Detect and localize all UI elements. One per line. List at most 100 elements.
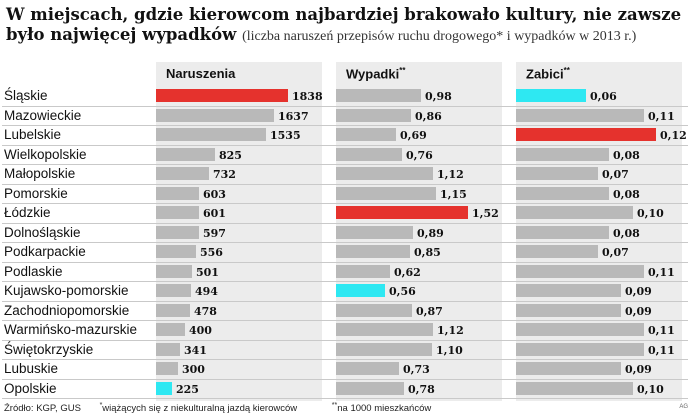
column-header-2: Zabici** (526, 66, 570, 81)
value-label-naruszenia: 1838 (292, 90, 323, 103)
value-label-wypadki: 0,73 (403, 363, 430, 376)
category-label: Wielkopolskie (4, 146, 87, 162)
bar-zabici (516, 245, 598, 258)
value-label-zabici: 0,09 (625, 285, 652, 298)
bar-naruszenia (156, 147, 215, 161)
category-label: Opolskie (4, 380, 57, 396)
row-separator (2, 183, 688, 185)
bar-naruszenia (156, 225, 199, 239)
row-separator (2, 242, 688, 243)
bar-wypadki (336, 89, 421, 102)
value-label-naruszenia: 601 (203, 207, 226, 220)
bar-naruszenia (156, 128, 266, 141)
category-label: Śląskie (4, 88, 48, 103)
value-label-naruszenia: 1637 (278, 109, 309, 123)
value-label-zabici: 0,12 (660, 129, 687, 142)
bar-zabici (516, 186, 609, 200)
bar-zabici (516, 147, 609, 161)
footnote-1: *wiążących się z niekulturalną jazdą kie… (99, 402, 298, 415)
value-label-naruszenia: 825 (219, 148, 242, 162)
column-header-0: Naruszenia (166, 66, 235, 81)
value-label-zabici: 0,08 (613, 148, 640, 162)
category-label: Mazowieckie (4, 107, 82, 123)
value-label-wypadki: 0,78 (408, 382, 435, 396)
bar-wypadki (336, 167, 433, 180)
value-label-zabici: 0,07 (602, 168, 629, 181)
bar-naruszenia (156, 186, 199, 200)
value-label-wypadki: 0,76 (406, 148, 433, 162)
category-label: Podlaskie (4, 263, 63, 279)
bar-wypadki (336, 108, 411, 122)
category-label: Łódzkie (4, 205, 51, 220)
value-label-naruszenia: 478 (194, 304, 217, 318)
value-label-wypadki: 1,10 (436, 343, 463, 357)
value-label-wypadki: 1,15 (440, 187, 467, 201)
bar-wypadki (336, 362, 399, 375)
row-separator (2, 320, 688, 321)
row-separator (2, 261, 688, 263)
column-header-text: Wypadki (346, 66, 400, 82)
bar-wypadki (336, 206, 468, 219)
chart-title: W miejscach, gdzie kierowcom najbardziej… (6, 5, 682, 44)
value-label-naruszenia: 501 (196, 265, 219, 279)
bar-naruszenia (156, 362, 178, 375)
value-label-naruszenia: 1535 (270, 129, 301, 142)
value-label-zabici: 0,10 (637, 207, 664, 220)
bar-naruszenia (156, 284, 191, 297)
footer: Źródło: KGP, GUS *wiążących się z niekul… (4, 402, 463, 414)
value-label-wypadki: 0,56 (389, 285, 416, 298)
column-header-marker: ** (399, 66, 406, 75)
source-note: Źródło: KGP, GUS (4, 403, 81, 415)
value-label-zabici: 0,08 (613, 187, 640, 201)
bar-naruszenia (156, 108, 274, 122)
value-label-zabici: 0,10 (637, 382, 664, 396)
category-label: Kujawsko-pomorskie (4, 283, 129, 298)
bar-zabici (516, 108, 644, 122)
row-separator (2, 144, 688, 146)
value-label-wypadki: 0,87 (416, 304, 443, 318)
value-label-naruszenia: 341 (184, 343, 207, 357)
value-label-naruszenia: 300 (182, 363, 205, 376)
value-label-zabici: 0,06 (590, 90, 617, 103)
bar-naruszenia (156, 303, 190, 317)
value-label-wypadki: 0,62 (394, 265, 421, 279)
footnote-2: **na 1000 mieszkańców (331, 402, 432, 415)
category-label: Lubuskie (4, 361, 59, 376)
bar-naruszenia (156, 89, 288, 102)
bar-wypadki (336, 245, 410, 258)
row-separator (2, 203, 688, 204)
row-separator (2, 300, 688, 302)
category-label: Świętokrzyskie (4, 341, 94, 357)
value-label-zabici: 0,11 (648, 109, 675, 123)
bar-wypadki (336, 128, 396, 141)
row-separator (2, 281, 688, 282)
bar-zabici (516, 89, 586, 102)
bar-zabici (516, 381, 633, 395)
value-label-zabici: 0,08 (613, 226, 640, 240)
credit: AG (679, 404, 688, 410)
category-label: Pomorskie (4, 185, 68, 201)
value-label-zabici: 0,11 (648, 343, 675, 357)
bar-wypadki (336, 381, 404, 395)
chart-subtitle: (liczba naruszeń przepisów ruchu drogowe… (242, 29, 637, 44)
bar-wypadki (336, 147, 402, 161)
column-header-1: Wypadki** (346, 66, 405, 81)
value-label-wypadki: 0,86 (415, 109, 442, 123)
value-label-wypadki: 1,12 (437, 168, 464, 181)
row-separator (2, 359, 688, 360)
value-label-zabici: 0,09 (625, 304, 652, 318)
bar-zabici (516, 303, 621, 317)
bar-zabici (516, 323, 644, 336)
value-label-naruszenia: 556 (200, 246, 223, 259)
bar-wypadki (336, 264, 390, 278)
bar-zabici (516, 128, 656, 141)
bar-zabici (516, 225, 609, 239)
bar-wypadki (336, 323, 433, 336)
value-label-naruszenia: 400 (189, 324, 212, 337)
category-label: Zachodniopomorskie (4, 302, 130, 318)
bar-wypadki (336, 225, 413, 239)
bar-zabici (516, 167, 598, 180)
row-separator (2, 222, 688, 224)
bar-wypadki (336, 342, 432, 356)
bar-naruszenia (156, 342, 180, 356)
